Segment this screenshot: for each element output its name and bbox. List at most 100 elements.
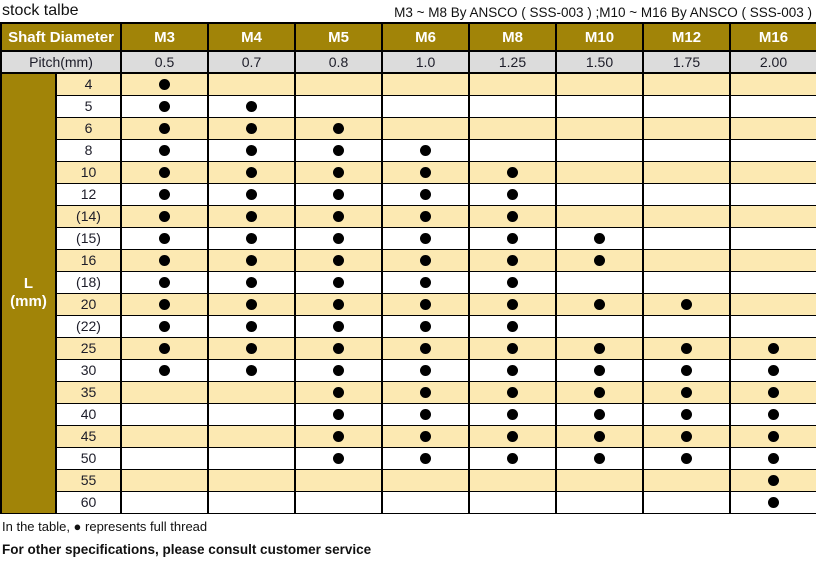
full-thread-dot (420, 408, 431, 420)
table-row-55: 55 (1, 468, 816, 492)
cell-16-m4 (207, 248, 296, 272)
row-label-60: 60 (55, 490, 122, 514)
full-thread-dot (768, 408, 779, 420)
cell-22-m5 (294, 314, 383, 338)
full-thread-dot (333, 342, 344, 354)
cell-55-m5 (294, 468, 383, 492)
cell-45-m5 (294, 424, 383, 448)
full-thread-dot (420, 166, 431, 178)
row-label-22: (22) (55, 314, 122, 338)
cell-6-m8 (468, 116, 557, 140)
table-row-10: 10 (1, 160, 816, 184)
cell-5-m5 (294, 94, 383, 118)
full-thread-dot (507, 298, 518, 310)
full-thread-dot (681, 298, 692, 310)
full-thread-dot (768, 364, 779, 376)
table-row-8: 8 (1, 138, 816, 162)
full-thread-dot (420, 254, 431, 266)
full-thread-dot (246, 166, 257, 178)
full-thread-dot (594, 254, 605, 266)
full-thread-dot (768, 342, 779, 354)
stock-table: Shaft Diameter M3 M4 M5 M6 M8 M10 M12 M16 Pitch… (0, 22, 816, 514)
cell-50-m3 (120, 446, 209, 470)
cell-10-m12 (642, 160, 731, 184)
cell-40-m8 (468, 402, 557, 426)
cell-25-m5 (294, 336, 383, 360)
cell-20-m4 (207, 292, 296, 316)
full-thread-dot (768, 430, 779, 442)
cell-30-m4 (207, 358, 296, 382)
cell-4-m6 (381, 72, 470, 96)
table-row-22: (22) (1, 314, 816, 338)
cell-10-m8 (468, 160, 557, 184)
cell-55-m12 (642, 468, 731, 492)
cell-35-m16 (729, 380, 816, 404)
full-thread-dot (420, 188, 431, 200)
cell-25-m10 (555, 336, 644, 360)
corner-header: Shaft Diameter (0, 22, 122, 52)
cell-30-m10 (555, 358, 644, 382)
cell-5-m4 (207, 94, 296, 118)
cell-6-m5 (294, 116, 383, 140)
cell-12-m4 (207, 182, 296, 206)
page-title: stock talbe (2, 2, 79, 19)
full-thread-dot (246, 100, 257, 112)
cell-16-m3 (120, 248, 209, 272)
cell-45-m4 (207, 424, 296, 448)
table-row-50: 50 (1, 446, 816, 470)
cell-25-m16 (729, 336, 816, 360)
cell-45-m16 (729, 424, 816, 448)
cell-25-m6 (381, 336, 470, 360)
table-row-60: 60 (1, 490, 816, 514)
full-thread-dot (681, 452, 692, 464)
full-thread-dot (507, 188, 518, 200)
cell-14-m3 (120, 204, 209, 228)
cell-18-m16 (729, 270, 816, 294)
row-label-8: 8 (55, 138, 122, 162)
cell-15-m16 (729, 226, 816, 250)
cell-30-m6 (381, 358, 470, 382)
pitch-label: Pitch(mm) (0, 50, 122, 74)
col-header-m5: M5 (294, 22, 383, 52)
cell-35-m4 (207, 380, 296, 404)
table-body: L (mm) 4 5 6 8 10 12 (14) (15) 16 (18) 20 (22) 25 30 35 4… (0, 72, 816, 514)
cell-20-m3 (120, 292, 209, 316)
cell-50-m12 (642, 446, 731, 470)
footer-note: For other specifications, please consult… (2, 541, 372, 557)
cell-5-m16 (729, 94, 816, 118)
cell-15-m10 (555, 226, 644, 250)
cell-20-m5 (294, 292, 383, 316)
cell-50-m4 (207, 446, 296, 470)
cell-15-m8 (468, 226, 557, 250)
row-label-50: 50 (55, 446, 122, 470)
full-thread-dot (420, 430, 431, 442)
cell-25-m4 (207, 336, 296, 360)
pitch-value-m8: 1.25 (468, 50, 557, 74)
full-thread-dot (159, 188, 170, 200)
table-row-16: 16 (1, 248, 816, 272)
cell-60-m8 (468, 490, 557, 514)
cell-40-m6 (381, 402, 470, 426)
cell-55-m8 (468, 468, 557, 492)
full-thread-dot (333, 452, 344, 464)
full-thread-dot (159, 232, 170, 244)
cell-30-m3 (120, 358, 209, 382)
cell-8-m5 (294, 138, 383, 162)
cell-35-m8 (468, 380, 557, 404)
full-thread-dot (333, 188, 344, 200)
row-label-30: 30 (55, 358, 122, 382)
row-label-4: 4 (55, 72, 122, 96)
cell-60-m16 (729, 490, 816, 514)
cell-22-m3 (120, 314, 209, 338)
full-thread-dot (246, 122, 257, 134)
full-thread-dot (420, 386, 431, 398)
cell-18-m4 (207, 270, 296, 294)
table-row-6: 6 (1, 116, 816, 140)
cell-6-m10 (555, 116, 644, 140)
cell-4-m3 (120, 72, 209, 96)
cell-20-m12 (642, 292, 731, 316)
cell-50-m5 (294, 446, 383, 470)
cell-10-m10 (555, 160, 644, 184)
full-thread-dot (246, 144, 257, 156)
table-row-18: (18) (1, 270, 816, 294)
